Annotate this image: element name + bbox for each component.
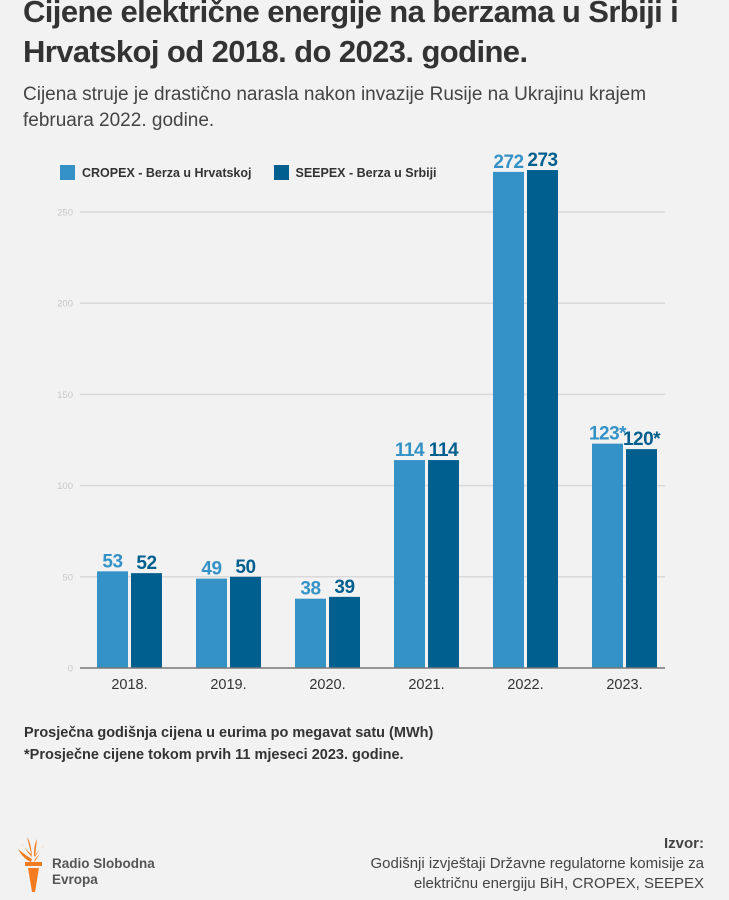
page-title: Cijene električne energije na berzama u … <box>23 0 679 69</box>
bar-seepex <box>428 460 459 668</box>
bar-seepex <box>329 596 360 668</box>
legend-label-cropex: CROPEX - Berza u Hrvatskoj <box>82 165 252 180</box>
data-label: 114 <box>429 440 459 461</box>
logo-text-line1: Radio Slobodna <box>52 856 155 871</box>
bar-cropex <box>394 460 425 668</box>
data-label: 114 <box>395 440 425 461</box>
data-label: 120* <box>623 429 661 450</box>
bar-cropex <box>493 171 524 668</box>
logo-text-line2: Evropa <box>52 872 98 887</box>
bar-chart: 0 50 100 150 200 250 53 52 2018. 49 50 2019. 38 39 202… <box>57 150 665 693</box>
data-label: 123* <box>589 424 627 445</box>
source-line2: električnu energiju BiH, CROPEX, SEEPEX <box>413 875 704 892</box>
source-credit: Izvor: Godišnji izvještaji Državne regul… <box>371 834 704 894</box>
unit-note: Prosječna godišnja cijena u eurima po me… <box>24 725 434 741</box>
y-tick-label: 100 <box>57 481 73 492</box>
data-label: 38 <box>300 579 320 600</box>
y-tick-label: 150 <box>57 390 73 401</box>
rse-logo: Radio Slobodna Evropa <box>18 835 155 893</box>
x-tick-label: 2023. <box>606 677 642 693</box>
bar-cropex <box>196 578 227 668</box>
data-label: 272 <box>493 152 523 173</box>
source-line1: Godišnji izvještaji Državne regulatorne … <box>370 855 704 872</box>
chart-notes: Prosječna godišnja cijena u eurima po me… <box>24 722 433 766</box>
chart-legend: CROPEX - Berza u Hrvatskoj SEEPEX - Berz… <box>60 165 459 180</box>
bar-cropex <box>592 443 623 668</box>
bar-seepex <box>527 170 558 668</box>
data-label: 39 <box>334 577 354 598</box>
page-subtitle: Cijena struje je drastično narasla nakon… <box>23 84 647 131</box>
footnote: *Prosječne cijene tokom prvih 11 mjeseci… <box>24 747 404 763</box>
x-tick-label: 2022. <box>507 677 543 693</box>
x-tick-label: 2021. <box>408 677 444 693</box>
data-label: 50 <box>235 557 255 578</box>
x-tick-label: 2020. <box>309 677 345 693</box>
legend-item-seepex: SEEPEX - Berza u Srbiji <box>273 165 437 180</box>
y-tick-label: 50 <box>62 572 73 583</box>
logo-text: Radio Slobodna Evropa <box>52 856 155 888</box>
legend-item-cropex: CROPEX - Berza u Hrvatskoj <box>60 165 252 180</box>
data-label: 52 <box>136 553 156 574</box>
legend-swatch-seepex <box>273 165 289 180</box>
y-tick-label: 0 <box>68 664 73 675</box>
y-tick-label: 200 <box>57 299 73 310</box>
x-tick-label: 2019. <box>210 677 246 693</box>
bar-cropex <box>97 571 128 668</box>
bar-cropex <box>295 598 326 668</box>
bar-seepex <box>626 449 657 668</box>
data-label: 49 <box>201 559 221 580</box>
legend-label-seepex: SEEPEX - Berza u Srbiji <box>295 165 437 180</box>
bar-seepex <box>230 576 261 668</box>
y-tick-label: 250 <box>57 208 73 219</box>
bar-seepex <box>131 573 162 668</box>
source-label: Izvor: <box>663 835 704 852</box>
legend-swatch-cropex <box>60 165 75 180</box>
torch-icon <box>18 837 45 892</box>
data-label: 53 <box>102 551 122 572</box>
x-tick-label: 2018. <box>111 677 147 693</box>
data-label: 273 <box>527 150 557 171</box>
